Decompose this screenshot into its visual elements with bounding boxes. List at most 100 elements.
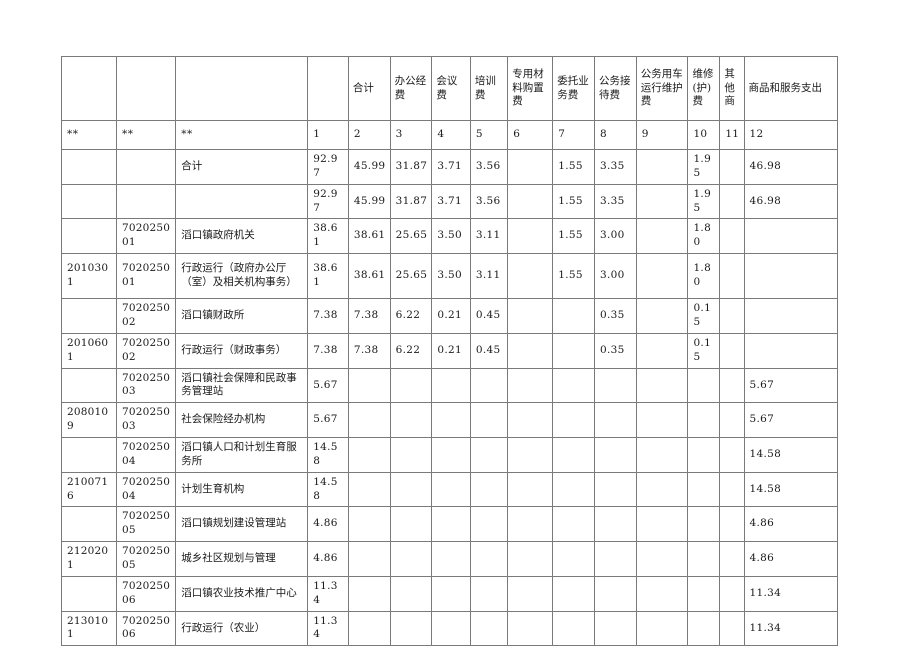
cell-n3 bbox=[389, 471, 433, 508]
cell-n6 bbox=[507, 610, 554, 646]
cell-n8: 0.35 bbox=[594, 298, 637, 334]
cell-n8: 3.35 bbox=[594, 183, 637, 220]
cell-n10: 1.95 bbox=[687, 149, 721, 185]
cell-function-code: 2120201 bbox=[61, 541, 117, 577]
cell-n6 bbox=[507, 332, 554, 369]
cell-item-name: 滔口镇农业技术推广中心 bbox=[175, 575, 309, 612]
cell-n7 bbox=[552, 332, 596, 369]
cell-n6 bbox=[507, 541, 554, 577]
cell-n5 bbox=[469, 506, 509, 543]
cell-n3 bbox=[389, 506, 433, 543]
cell-n7 bbox=[552, 506, 596, 543]
cell-n9 bbox=[635, 437, 689, 473]
column-number-n4: 4 bbox=[431, 120, 471, 150]
cell-n10 bbox=[687, 506, 721, 543]
cell-function-code: 2130101 bbox=[61, 610, 117, 646]
cell-n12: 46.98 bbox=[743, 183, 838, 220]
cell-n11 bbox=[719, 332, 745, 369]
cell-n7 bbox=[552, 541, 596, 577]
cell-n5: 3.11 bbox=[469, 253, 509, 300]
cell-n3 bbox=[389, 541, 433, 577]
column-number-n3: 3 bbox=[389, 120, 433, 150]
cell-n12 bbox=[743, 298, 838, 334]
column-header-dept_code bbox=[115, 56, 177, 121]
cell-n4 bbox=[431, 471, 471, 508]
cell-n3: 25.65 bbox=[389, 253, 433, 300]
cell-n6 bbox=[507, 298, 554, 334]
cell-n9 bbox=[635, 332, 689, 369]
cell-n8: 0.35 bbox=[594, 332, 637, 369]
table-row[interactable]: 702025005 滔口镇规划建设管理站 4.86 4.86 bbox=[61, 506, 838, 543]
column-number-n10: 10 bbox=[687, 120, 721, 150]
cell-function-code bbox=[61, 218, 117, 255]
cell-n4: 3.71 bbox=[431, 183, 471, 220]
table-row[interactable]: 2100716 702025004 计划生育机构 14.58 14.58 bbox=[61, 471, 838, 508]
column-header-n11: 其他商 bbox=[719, 56, 745, 121]
table-row[interactable]: 702025004 滔口镇人口和计划生育服务所 14.58 14.58 bbox=[61, 437, 838, 473]
cell-function-code bbox=[61, 183, 117, 220]
table-header-row: 合计 办公经费 会议费 培训费 专用材料购置费 委托业务费 公务接待费 公务用车运行维护费 维修… bbox=[61, 56, 838, 121]
cell-department-code: 702025001 bbox=[115, 253, 177, 300]
cell-n1: 5.67 bbox=[307, 402, 349, 439]
cell-n2: 45.99 bbox=[347, 149, 391, 185]
table-row[interactable]: 702025003 滔口镇社会保障和民政事务管理站 5.67 5.67 bbox=[61, 367, 838, 404]
table-row[interactable]: 2010301 702025001 行政运行（政府办公厅（室）及相关机构事务） 38.… bbox=[61, 253, 838, 300]
table-row[interactable]: 2130101 702025006 行政运行（农业） 11.34 11.34 bbox=[61, 610, 838, 646]
column-header-n2: 合计 bbox=[347, 56, 391, 121]
cell-n5 bbox=[469, 610, 509, 646]
cell-department-code bbox=[115, 183, 177, 220]
cell-n2 bbox=[347, 575, 391, 612]
cell-n5: 3.11 bbox=[469, 218, 509, 255]
cell-n2 bbox=[347, 506, 391, 543]
cell-department-code: 702025001 bbox=[115, 218, 177, 255]
cell-function-code bbox=[61, 298, 117, 334]
cell-n12: 5.67 bbox=[743, 367, 838, 404]
table-row[interactable]: 2120201 702025005 城乡社区规划与管理 4.86 4.86 bbox=[61, 541, 838, 577]
cell-department-code: 702025006 bbox=[115, 610, 177, 646]
cell-n4 bbox=[431, 437, 471, 473]
cell-n3: 31.87 bbox=[389, 183, 433, 220]
table-row[interactable]: 2010601 702025002 行政运行（财政事务） 7.38 7.38 6.22 0.… bbox=[61, 332, 838, 369]
table-row[interactable]: 2080109 702025003 社会保险经办机构 5.67 5.67 bbox=[61, 402, 838, 439]
cell-n3 bbox=[389, 437, 433, 473]
cell-n2: 7.38 bbox=[347, 332, 391, 369]
cell-n6 bbox=[507, 183, 554, 220]
cell-n6 bbox=[507, 367, 554, 404]
cell-n2 bbox=[347, 541, 391, 577]
cell-n5: 0.45 bbox=[469, 332, 509, 369]
budget-table-container: 合计 办公经费 会议费 培训费 专用材料购置费 委托业务费 公务接待费 公务用车运行维护费 维修… bbox=[61, 56, 838, 646]
cell-item-name: 行政运行（政府办公厅（室）及相关机构事务） bbox=[175, 253, 309, 300]
cell-n11 bbox=[719, 575, 745, 612]
cell-function-code bbox=[61, 149, 117, 185]
cell-n2 bbox=[347, 437, 391, 473]
cell-n12: 4.86 bbox=[743, 541, 838, 577]
cell-n7: 1.55 bbox=[552, 183, 596, 220]
cell-n11 bbox=[719, 610, 745, 646]
cell-department-code: 702025002 bbox=[115, 332, 177, 369]
cell-n3: 31.87 bbox=[389, 149, 433, 185]
cell-n3: 6.22 bbox=[389, 332, 433, 369]
cell-n12: 5.67 bbox=[743, 402, 838, 439]
cell-n7 bbox=[552, 575, 596, 612]
table-row[interactable]: 合计 92.97 45.99 31.87 3.71 3.56 1.55 3.35 1.95 46.… bbox=[61, 149, 838, 185]
table-row[interactable]: 92.97 45.99 31.87 3.71 3.56 1.55 3.35 1.95 46.98 bbox=[61, 183, 838, 220]
cell-item-name: 行政运行（财政事务） bbox=[175, 332, 309, 369]
cell-n2: 45.99 bbox=[347, 183, 391, 220]
table-row[interactable]: 702025002 滔口镇财政所 7.38 7.38 6.22 0.21 0.45 0.35 0… bbox=[61, 298, 838, 334]
cell-n7 bbox=[552, 437, 596, 473]
cell-n1: 7.38 bbox=[307, 332, 349, 369]
column-header-n9: 公务用车运行维护费 bbox=[635, 56, 689, 121]
cell-n6 bbox=[507, 506, 554, 543]
cell-n10: 0.15 bbox=[687, 298, 721, 334]
cell-n4: 3.71 bbox=[431, 149, 471, 185]
cell-n6 bbox=[507, 253, 554, 300]
cell-n8 bbox=[594, 367, 637, 404]
cell-n3 bbox=[389, 402, 433, 439]
cell-n11 bbox=[719, 506, 745, 543]
table-row[interactable]: 702025006 滔口镇农业技术推广中心 11.34 11.34 bbox=[61, 575, 838, 612]
cell-n9 bbox=[635, 218, 689, 255]
cell-n6 bbox=[507, 218, 554, 255]
cell-department-code: 702025005 bbox=[115, 506, 177, 543]
table-row[interactable]: 702025001 滔口镇政府机关 38.61 38.61 25.65 3.50 3.11 1… bbox=[61, 218, 838, 255]
cell-n7 bbox=[552, 402, 596, 439]
